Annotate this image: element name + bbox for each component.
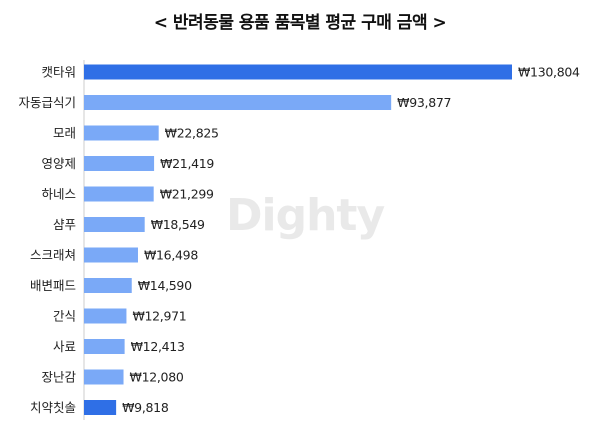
bar-8: [84, 308, 127, 324]
bar-5: [84, 217, 145, 232]
bar-7: [84, 278, 132, 293]
bar-1: [84, 95, 392, 110]
value-label-2: ₩22,825: [165, 126, 219, 141]
bar-2: [84, 125, 159, 141]
bar-11: [84, 400, 117, 415]
bar-4: [84, 186, 154, 202]
category-label-7: 배변패드: [30, 278, 76, 293]
value-label-11: ₩9,818: [122, 400, 169, 415]
value-label-5: ₩18,549: [151, 217, 205, 232]
category-label-8: 간식: [53, 309, 76, 324]
value-label-7: ₩14,590: [138, 278, 192, 293]
category-label-6: 스크래쳐: [30, 248, 76, 263]
category-label-3: 영양제: [41, 156, 76, 171]
category-label-2: 모래: [53, 126, 76, 141]
value-label-9: ₩12,413: [131, 339, 185, 354]
value-label-0: ₩130,804: [518, 65, 580, 80]
value-label-4: ₩21,299: [160, 187, 214, 202]
value-label-10: ₩12,080: [130, 370, 184, 385]
bar-6: [84, 247, 138, 263]
value-label-6: ₩16,498: [144, 248, 198, 263]
bar-10: [84, 369, 124, 385]
value-label-8: ₩12,971: [132, 309, 186, 324]
bar-3: [84, 156, 155, 171]
bar-0: [84, 64, 512, 80]
value-label-1: ₩93,877: [397, 95, 451, 110]
chart-title: < 반려동물 용품 품목별 평균 구매 금액 >: [153, 13, 447, 33]
bars-group: 캣타워 ₩130,804 자동급식기 ₩93,877 모래 ₩22,825 영양제 ₩21,4…: [18, 64, 580, 415]
category-label-10: 장난감: [41, 370, 76, 385]
category-label-0: 캣타워: [41, 65, 76, 80]
category-label-11: 치약칫솔: [30, 400, 76, 415]
value-label-3: ₩21,419: [160, 156, 214, 171]
watermark-logo: Dighty: [226, 190, 385, 241]
category-label-1: 자동급식기: [18, 95, 76, 110]
category-label-9: 사료: [53, 339, 76, 354]
bar-9: [84, 339, 125, 354]
category-label-5: 샴푸: [53, 217, 76, 232]
category-label-4: 하네스: [41, 187, 76, 202]
